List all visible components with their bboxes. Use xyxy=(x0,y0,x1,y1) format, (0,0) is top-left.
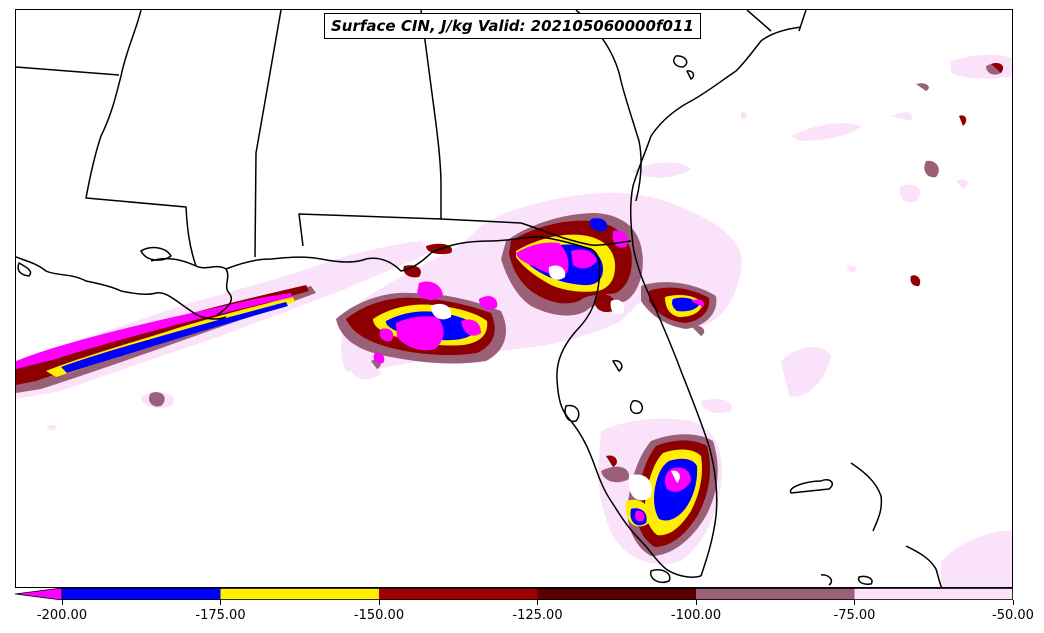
colorbar-bin-2 xyxy=(220,588,379,600)
colorbar-bin-1 xyxy=(62,588,221,600)
colorbar-tick-label: -150.00 xyxy=(353,608,405,623)
map-frame xyxy=(15,9,1013,588)
cin-clear-areas xyxy=(431,265,680,501)
colorbar-tick-label: -100.00 xyxy=(670,608,722,623)
coastlines-and-borders xyxy=(16,10,943,587)
colorbar-tick xyxy=(695,600,697,605)
colorbar-tick-label: -125.00 xyxy=(512,608,563,623)
colorbar-bin-3 xyxy=(379,588,538,600)
colorbar-tick-label: -200.00 xyxy=(36,608,88,623)
colorbar-bin-6 xyxy=(854,588,1013,600)
colorbar-bin-4 xyxy=(537,588,696,600)
colorbar-tick xyxy=(1012,600,1014,605)
colorbar-tick-label: -50.00 xyxy=(992,608,1034,623)
colorbar-tick-label: -175.00 xyxy=(195,608,246,623)
colorbar-tick xyxy=(854,600,855,605)
colorbar-outline xyxy=(61,588,1013,600)
map-canvas xyxy=(16,10,1012,587)
colorbar-bin-5 xyxy=(696,588,855,600)
colorbar-tick xyxy=(220,600,221,605)
colorbar-tick-label: -75.00 xyxy=(833,608,876,623)
colorbar-tick xyxy=(537,600,538,605)
colorbar-extend-min xyxy=(15,588,63,600)
map-title: Surface CIN, J/kg Valid: 202105060000f01… xyxy=(324,13,701,39)
colorbar-tick xyxy=(61,600,63,605)
cin-shading-magenta xyxy=(16,230,705,522)
colorbar-tick xyxy=(378,600,380,605)
colorbar xyxy=(15,588,1013,600)
